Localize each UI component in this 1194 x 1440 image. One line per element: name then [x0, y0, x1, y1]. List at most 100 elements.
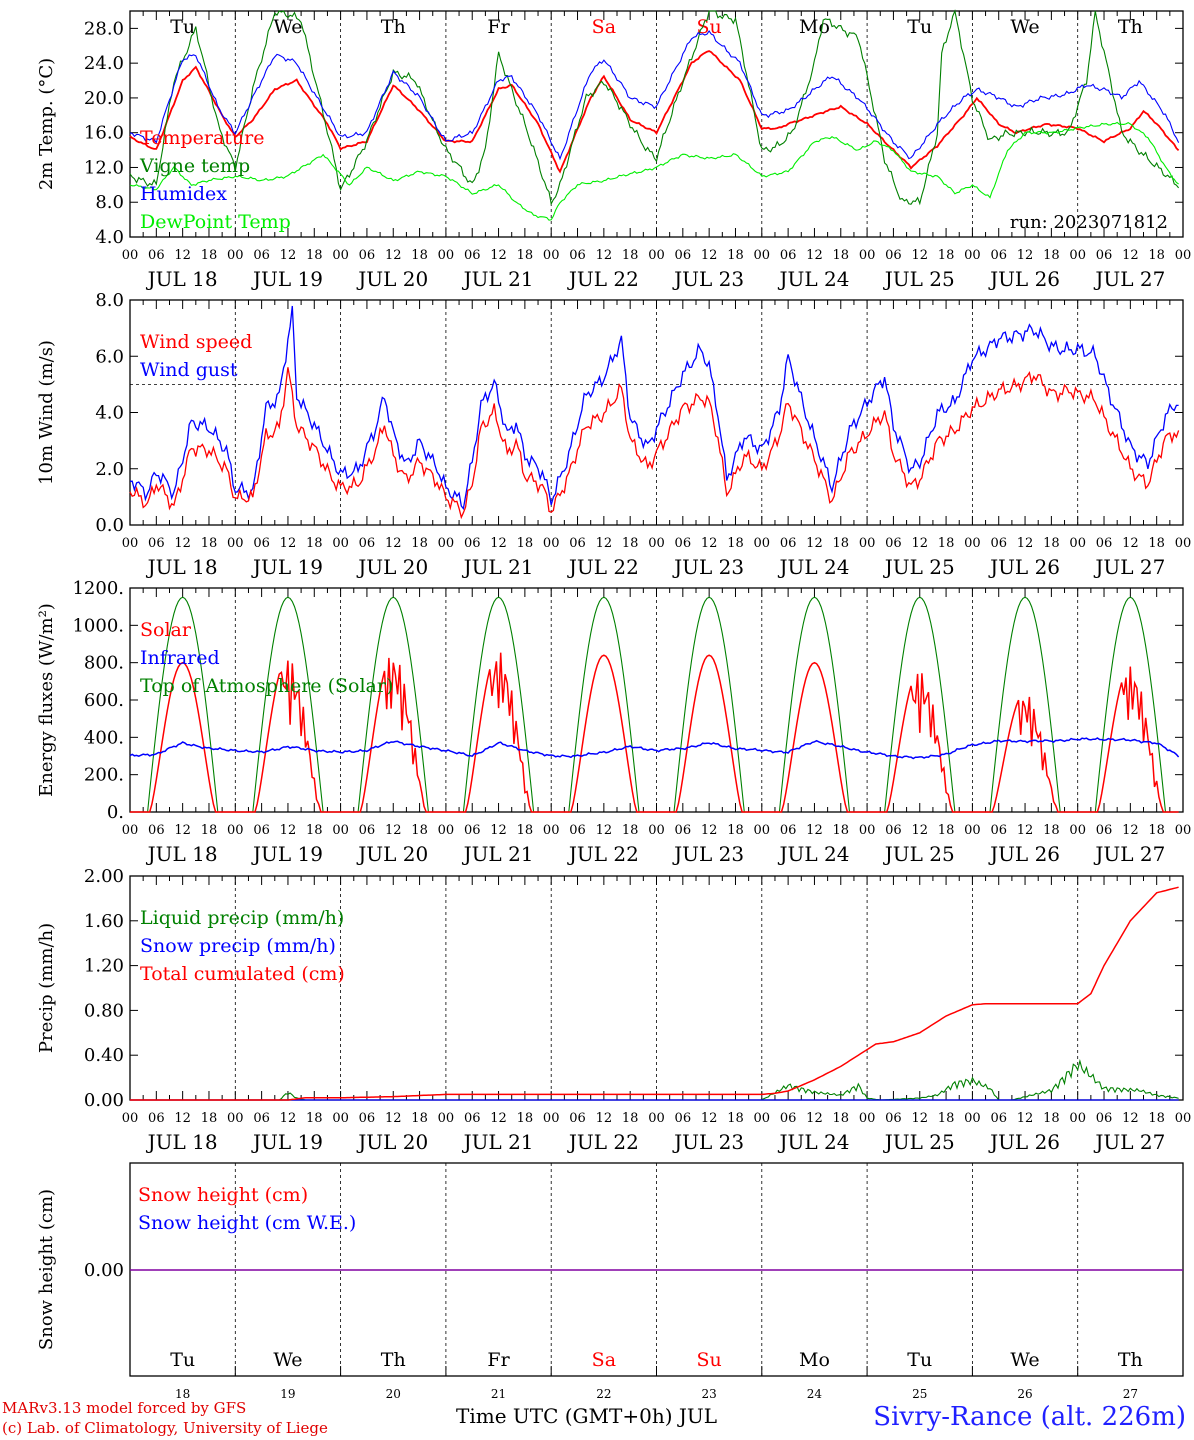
temperature-y-tick-label: 20.0: [84, 88, 124, 109]
hour-tick-label: 00: [1175, 536, 1192, 551]
date-label: JUL 24: [777, 555, 849, 579]
weekday-label: Th: [381, 1349, 406, 1371]
weekday-label: Su: [697, 16, 722, 38]
date-label: JUL 25: [883, 267, 955, 291]
hour-tick-label: 12: [806, 536, 823, 551]
hour-tick-label: 18: [833, 248, 850, 263]
hour-tick-label: 12: [174, 248, 191, 263]
hour-tick-label: 18: [727, 536, 744, 551]
hour-tick-label: 00: [227, 823, 244, 838]
hour-tick-label: 06: [359, 536, 376, 551]
weekday-label: We: [1010, 16, 1039, 38]
day-number-label: 25: [912, 1387, 927, 1401]
x-axis-label: Time UTC (GMT+0h) JUL: [456, 1404, 718, 1428]
series-top-of-atmosphere: [130, 596, 1179, 813]
hour-tick-label: 18: [622, 536, 639, 551]
hour-tick-label: 12: [174, 1111, 191, 1126]
hour-tick-label: 06: [464, 248, 481, 263]
series-dewpoint-temp: [129, 121, 1179, 221]
hour-tick-label: 06: [675, 1111, 692, 1126]
day-number-label: 24: [807, 1387, 823, 1401]
hour-tick-label: 06: [148, 1111, 165, 1126]
hour-tick-label: 00: [227, 536, 244, 551]
hour-tick-label: 00: [648, 248, 665, 263]
hour-tick-label: 00: [1175, 1111, 1192, 1126]
series-wind-speed: [129, 367, 1180, 520]
weekday-label: Sa: [592, 1349, 616, 1371]
hour-tick-label: 12: [806, 823, 823, 838]
hour-tick-label: 18: [201, 536, 218, 551]
hour-tick-label: 18: [938, 1111, 955, 1126]
weekday-label: We: [273, 16, 302, 38]
date-label: JUL 22: [567, 555, 639, 579]
hour-tick-label: 12: [701, 1111, 718, 1126]
hour-tick-label: 18: [727, 823, 744, 838]
hour-tick-label: 18: [517, 248, 534, 263]
hour-tick-label: 00: [648, 536, 665, 551]
hour-tick-label: 00: [438, 248, 455, 263]
hour-tick-label: 06: [990, 248, 1007, 263]
wind-legend-entry: Wind speed: [140, 331, 252, 353]
snow-legend-entry: Snow height (cm W.E.): [138, 1212, 356, 1234]
weekday-label: Fr: [487, 1349, 510, 1371]
hour-tick-label: 06: [569, 823, 586, 838]
energy-legend-entry: Top of Atmosphere (Solar): [140, 675, 393, 697]
hour-tick-label: 00: [648, 1111, 665, 1126]
hour-tick-label: 00: [227, 1111, 244, 1126]
temperature-legend-entry: Humidex: [140, 183, 227, 205]
hour-tick-label: 00: [122, 823, 139, 838]
precip-y-tick-label: 1.60: [84, 911, 124, 932]
hour-tick-label: 18: [411, 823, 428, 838]
hour-tick-label: 12: [490, 536, 507, 551]
hour-tick-label: 06: [253, 536, 270, 551]
precip-y-tick-label: 1.20: [84, 956, 124, 977]
hour-tick-label: 12: [385, 536, 402, 551]
hour-tick-label: 12: [596, 823, 613, 838]
hour-tick-label: 12: [280, 536, 297, 551]
date-label: JUL 23: [672, 555, 744, 579]
hour-tick-label: 06: [359, 248, 376, 263]
energy-legend-entry: Infrared: [140, 647, 220, 669]
wind-legend-entry: Wind gust: [140, 359, 238, 381]
hour-tick-label: 06: [464, 1111, 481, 1126]
hour-tick-label: 06: [780, 248, 797, 263]
series-temperature: [129, 50, 1180, 174]
wind-y-tick-label: 0.0: [95, 515, 124, 536]
wind-y-tick-label: 8.0: [95, 290, 124, 311]
hour-tick-label: 00: [543, 823, 560, 838]
hour-tick-label: 18: [306, 823, 323, 838]
date-label: JUL 20: [356, 842, 428, 866]
hour-tick-label: 00: [332, 1111, 349, 1126]
hour-tick-label: 12: [596, 1111, 613, 1126]
hour-tick-label: 18: [201, 823, 218, 838]
hour-tick-label: 00: [332, 248, 349, 263]
temperature-y-tick-label: 28.0: [84, 18, 124, 39]
series-wind-gust: [129, 305, 1179, 511]
date-label: JUL 27: [1093, 267, 1165, 291]
hour-tick-label: 18: [938, 248, 955, 263]
hour-tick-label: 00: [754, 536, 771, 551]
hour-tick-label: 06: [885, 1111, 902, 1126]
series-humidex: [129, 30, 1180, 161]
weekday-label: Th: [381, 16, 406, 38]
temperature-legend-entry: Vigne temp: [139, 155, 250, 177]
hour-tick-label: 00: [859, 248, 876, 263]
hour-tick-label: 12: [806, 248, 823, 263]
hour-tick-label: 18: [1148, 536, 1165, 551]
date-label: JUL 25: [883, 842, 955, 866]
hour-tick-label: 18: [517, 536, 534, 551]
energy-legend-entry: Solar: [140, 619, 192, 641]
hour-tick-label: 18: [306, 248, 323, 263]
date-label: JUL 21: [462, 842, 534, 866]
hour-tick-label: 06: [569, 248, 586, 263]
hour-tick-label: 00: [438, 823, 455, 838]
snow-y-tick-label: 0.00: [84, 1260, 124, 1281]
hour-tick-label: 00: [754, 248, 771, 263]
date-label: JUL 27: [1093, 1130, 1165, 1154]
date-label: JUL 23: [672, 267, 744, 291]
hour-tick-label: 18: [517, 823, 534, 838]
hour-tick-label: 00: [648, 823, 665, 838]
date-label: JUL 26: [988, 555, 1060, 579]
hour-tick-label: 18: [1043, 248, 1060, 263]
hour-tick-label: 18: [833, 536, 850, 551]
